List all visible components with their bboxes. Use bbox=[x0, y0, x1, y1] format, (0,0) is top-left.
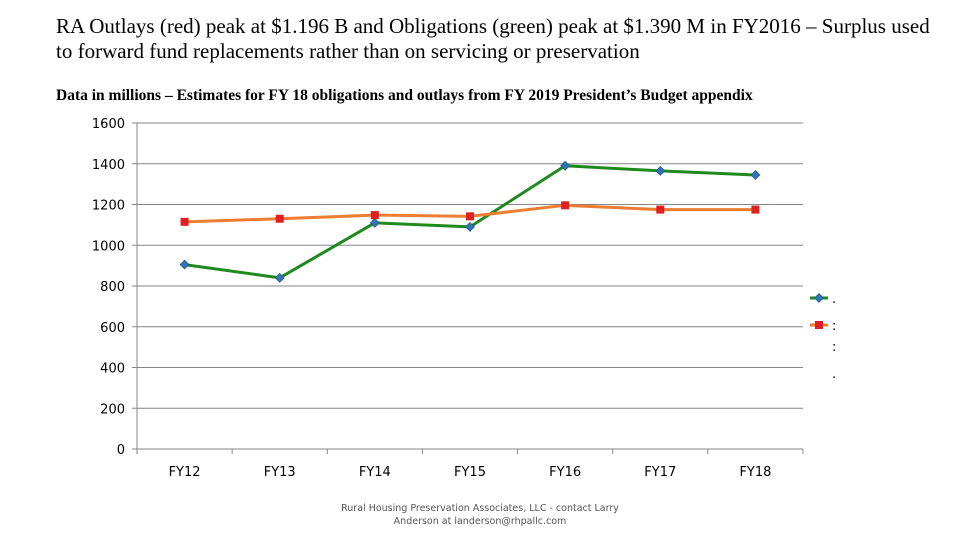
legend-label-extra: : bbox=[832, 340, 836, 355]
legend-marker bbox=[814, 293, 824, 303]
y-tick-label: 1200 bbox=[92, 199, 125, 214]
x-tick-label: FY13 bbox=[264, 465, 296, 480]
y-tick-labels: 0 200 400 600 800 1000 1200 1400 1600 bbox=[92, 117, 125, 458]
footer-line-1: Rural Housing Preservation Associates, L… bbox=[341, 503, 619, 514]
legend-label-extra: . bbox=[832, 367, 836, 382]
x-tick-labels: FY12 FY13 FY14 FY15 FY16 FY17 FY18 bbox=[169, 465, 772, 480]
gridlines bbox=[137, 122, 803, 409]
data-point-outlays bbox=[466, 212, 474, 221]
data-point-outlays bbox=[751, 205, 760, 214]
series-line-obligations bbox=[184, 164, 756, 280]
axes bbox=[132, 122, 804, 454]
data-point-obligations bbox=[655, 165, 666, 176]
x-tick-label: FY17 bbox=[644, 465, 676, 480]
y-tick-label: 200 bbox=[100, 402, 125, 417]
y-tick-label: 0 bbox=[117, 443, 125, 458]
legend: .::. bbox=[810, 292, 836, 382]
chart-title: RA Outlays (red) peak at $1.196 B and Ob… bbox=[56, 14, 930, 63]
data-point-outlays bbox=[180, 217, 189, 226]
y-tick-label: 1600 bbox=[92, 117, 125, 132]
x-tick-label: FY18 bbox=[739, 465, 771, 480]
chart-subtitle: Data in millions – Estimates for FY 18 o… bbox=[56, 87, 753, 104]
y-tick-label: 1400 bbox=[92, 158, 125, 173]
y-tick-label: 400 bbox=[100, 362, 125, 377]
x-tick-label: FY16 bbox=[549, 465, 581, 480]
legend-marker bbox=[815, 321, 823, 329]
data-point-obligations bbox=[274, 272, 285, 283]
y-tick-label: 1000 bbox=[92, 239, 125, 254]
data-point-outlays bbox=[275, 214, 284, 223]
x-tick-label: FY14 bbox=[359, 465, 391, 480]
data-point-outlays bbox=[656, 205, 665, 214]
footer-line-2: Anderson at landerson@rhpallc.com bbox=[393, 516, 567, 527]
data-point-obligations bbox=[750, 170, 761, 180]
series bbox=[179, 160, 761, 283]
x-tick-label: FY12 bbox=[169, 465, 201, 480]
data-point-outlays bbox=[370, 211, 379, 220]
legend-label: . bbox=[832, 292, 836, 307]
data-point-outlays bbox=[561, 201, 570, 210]
x-tick-label: FY15 bbox=[454, 465, 486, 480]
legend-label: : bbox=[832, 319, 836, 334]
data-point-obligations bbox=[560, 160, 571, 171]
footer-credit: Rural Housing Preservation Associates, L… bbox=[330, 502, 630, 528]
data-point-obligations bbox=[465, 221, 475, 232]
data-point-obligations bbox=[369, 217, 380, 228]
y-tick-label: 600 bbox=[100, 321, 125, 336]
y-tick-label: 800 bbox=[100, 280, 125, 295]
data-point-obligations bbox=[179, 259, 190, 270]
